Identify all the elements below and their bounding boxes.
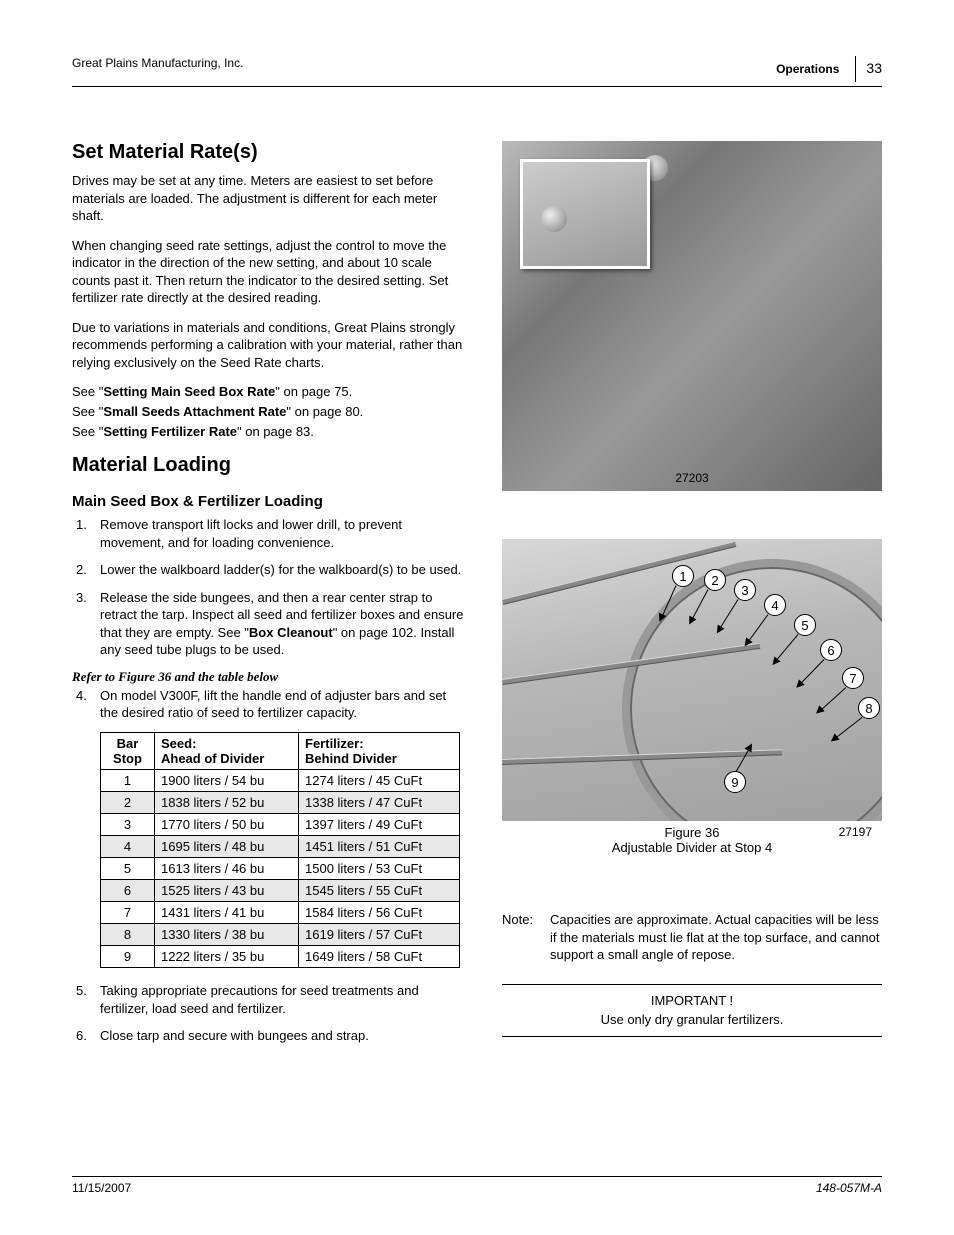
figure-caption: Figure 36 27197 Adjustable Divider at St… <box>502 825 882 855</box>
table-row: 31770 liters / 50 bu1397 liters / 49 CuF… <box>101 814 460 836</box>
list-item: 6.Close tarp and secure with bungees and… <box>72 1027 466 1045</box>
callout-circle: 4 <box>764 594 786 616</box>
heading-set-material-rate: Set Material Rate(s) <box>72 141 466 164</box>
list-item: 5.Taking appropriate precautions for see… <box>72 982 466 1017</box>
page-header: Great Plains Manufacturing, Inc. Operati… <box>72 56 882 82</box>
figure-photo-1: 27203 <box>502 141 882 491</box>
callout-circle: 3 <box>734 579 756 601</box>
see-ref: See "Setting Fertilizer Rate" on page 83… <box>72 423 466 441</box>
steps-list: 5.Taking appropriate precautions for see… <box>72 982 466 1045</box>
capacity-table: BarStop Seed:Ahead of Divider Fertilizer… <box>100 732 460 968</box>
figure-id: 27203 <box>675 471 708 485</box>
table-row: 51613 liters / 46 bu1500 liters / 53 CuF… <box>101 858 460 880</box>
figure-id: 27197 <box>839 825 872 839</box>
table-row: 21838 liters / 52 bu1338 liters / 47 CuF… <box>101 792 460 814</box>
th-seed: Seed:Ahead of Divider <box>155 733 299 770</box>
callout-circle: 9 <box>724 771 746 793</box>
list-item: 3. Release the side bungees, and then a … <box>72 589 466 659</box>
callout-circle: 2 <box>704 569 726 591</box>
list-item: 2.Lower the walkboard ladder(s) for the … <box>72 561 466 579</box>
list-item: 4.On model V300F, lift the handle end of… <box>72 687 466 722</box>
header-section: Operations <box>776 62 839 76</box>
th-bar-stop: BarStop <box>101 733 155 770</box>
callout-circle: 1 <box>672 565 694 587</box>
header-separator <box>855 56 856 82</box>
see-references: See "Setting Main Seed Box Rate" on page… <box>72 383 466 440</box>
heading-main-seed-box: Main Seed Box & Fertilizer Loading <box>72 493 466 510</box>
figure-inset <box>520 159 650 269</box>
refer-line: Refer to Figure 36 and the table below <box>72 669 466 685</box>
page-footer: 11/15/2007 148-057M-A <box>72 1176 882 1195</box>
note-text: Capacities are approximate. Actual capac… <box>550 911 882 964</box>
footer-docnum: 148-057M-A <box>816 1181 882 1195</box>
paragraph: When changing seed rate settings, adjust… <box>72 237 466 307</box>
table-row: 71431 liters / 41 bu1584 liters / 56 CuF… <box>101 902 460 924</box>
callout-circle: 8 <box>858 697 880 719</box>
callout-circle: 7 <box>842 667 864 689</box>
list-item: 1.Remove transport lift locks and lower … <box>72 516 466 551</box>
right-column: 27203 1234567 8 9 Figure 36 27197 Adjustab… <box>502 141 882 1055</box>
header-rule <box>72 86 882 87</box>
table-row: 11900 liters / 54 bu1274 liters / 45 CuF… <box>101 770 460 792</box>
steps-list: 1.Remove transport lift locks and lower … <box>72 516 466 659</box>
content-columns: Set Material Rate(s) Drives may be set a… <box>72 141 882 1055</box>
see-ref: See "Small Seeds Attachment Rate" on pag… <box>72 403 466 421</box>
header-page: 33 <box>866 60 882 76</box>
note-label: Note: <box>502 911 550 964</box>
see-ref: See "Setting Main Seed Box Rate" on page… <box>72 383 466 401</box>
table-row: 81330 liters / 38 bu1619 liters / 57 CuF… <box>101 924 460 946</box>
important-box: IMPORTANT ! Use only dry granular fertil… <box>502 984 882 1037</box>
paragraph: Drives may be set at any time. Meters ar… <box>72 172 466 225</box>
left-column: Set Material Rate(s) Drives may be set a… <box>72 141 466 1055</box>
footer-date: 11/15/2007 <box>72 1181 131 1195</box>
table-row: 61525 liters / 43 bu1545 liters / 55 CuF… <box>101 880 460 902</box>
th-fert: Fertilizer:Behind Divider <box>299 733 460 770</box>
heading-material-loading: Material Loading <box>72 454 466 477</box>
bolt-icon <box>541 206 567 232</box>
note-block: Note: Capacities are approximate. Actual… <box>502 911 882 964</box>
steps-list: 4.On model V300F, lift the handle end of… <box>72 687 466 722</box>
header-company: Great Plains Manufacturing, Inc. <box>72 56 243 70</box>
table-row: 91222 liters / 35 bu1649 liters / 58 CuF… <box>101 946 460 968</box>
figure-photo-2: 1234567 8 9 <box>502 539 882 821</box>
table-row: 41695 liters / 48 bu1451 liters / 51 CuF… <box>101 836 460 858</box>
paragraph: Due to variations in materials and condi… <box>72 319 466 372</box>
callout-circle: 5 <box>794 614 816 636</box>
callout-circle: 6 <box>820 639 842 661</box>
